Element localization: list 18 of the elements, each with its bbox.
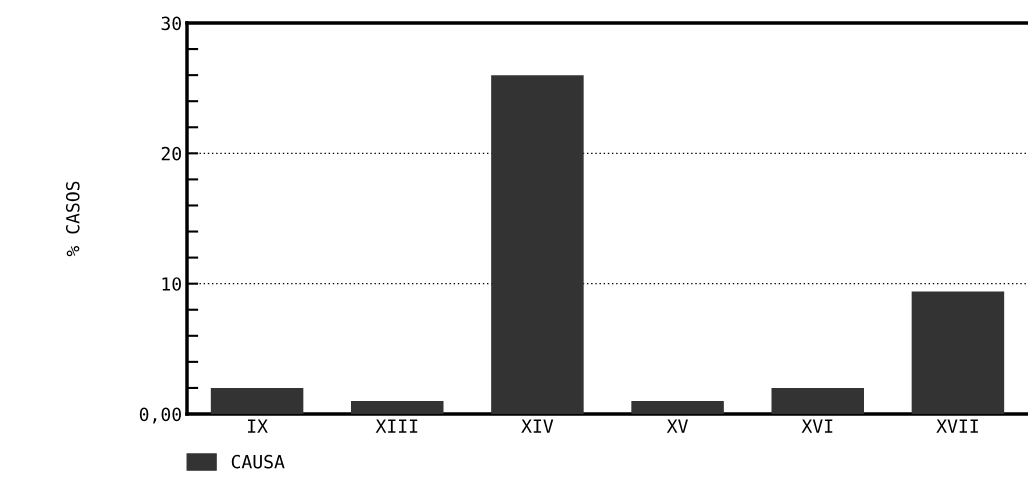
x-tick-label: XV bbox=[666, 419, 688, 433]
x-tick-label: XVI bbox=[801, 419, 833, 433]
bar bbox=[911, 291, 1005, 414]
legend-label: CAUSA bbox=[231, 454, 285, 469]
bar bbox=[210, 387, 304, 414]
bar bbox=[491, 75, 584, 414]
y-tick-label: 30 bbox=[161, 16, 181, 31]
x-tick-label: IX bbox=[247, 419, 268, 433]
y-tick-label: 0,00 bbox=[139, 407, 181, 424]
bar bbox=[771, 387, 865, 414]
x-tick-label: XIV bbox=[521, 419, 554, 433]
y-tick-label: 20 bbox=[161, 146, 181, 161]
x-tick-label: XVII bbox=[936, 419, 978, 433]
y-axis-title: % CASOS bbox=[65, 181, 80, 257]
x-tick-label: XIII bbox=[375, 419, 418, 433]
bar bbox=[631, 400, 724, 414]
y-tick-label: 10 bbox=[162, 277, 181, 291]
bar bbox=[351, 400, 444, 414]
